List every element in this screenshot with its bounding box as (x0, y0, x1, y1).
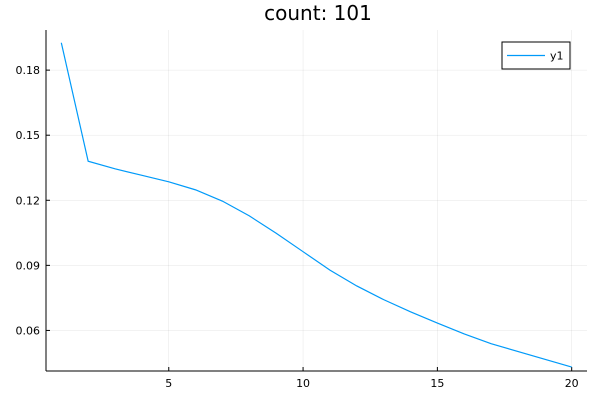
legend-label: y1 (550, 50, 564, 63)
y-tick-label: 0.18 (16, 64, 41, 77)
series-line (60, 42, 572, 368)
chart-title: count: 101 (264, 1, 372, 25)
x-tick-label: 15 (430, 377, 444, 390)
y-tick-label: 0.06 (16, 324, 41, 337)
y-tick-label: 0.09 (16, 259, 41, 272)
y-tick-label: 0.12 (16, 194, 41, 207)
grid (46, 30, 587, 371)
x-tick-label: 20 (565, 377, 579, 390)
legend: y1 (501, 41, 571, 70)
y-tick-label: 0.15 (16, 129, 41, 142)
x-tick-label: 5 (165, 377, 172, 390)
series-layer (60, 42, 572, 368)
ticks: 5 10 15 20 0.06 0.09 0.12 0.15 0.18 (16, 64, 579, 390)
x-tick-label: 10 (296, 377, 310, 390)
